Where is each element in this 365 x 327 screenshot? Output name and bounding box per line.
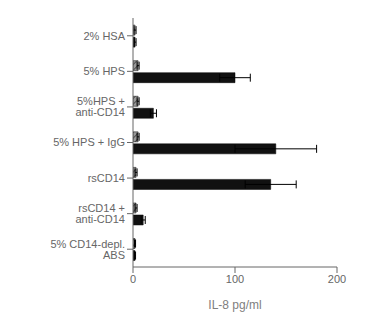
svg-text:5% HPS + IgG: 5% HPS + IgG (53, 136, 125, 148)
svg-text:100: 100 (226, 273, 244, 285)
svg-text:2% HSA: 2% HSA (83, 30, 125, 42)
svg-text:5% HPS: 5% HPS (83, 65, 125, 77)
svg-text:IL-8 pg/ml: IL-8 pg/ml (208, 298, 261, 312)
svg-text:rsCD14: rsCD14 (88, 172, 125, 184)
svg-text:200: 200 (328, 273, 346, 285)
svg-text:5%HPS +anti-CD14: 5%HPS +anti-CD14 (75, 95, 125, 118)
svg-text:0: 0 (130, 273, 136, 285)
svg-text:5% CD14-depl.ABS: 5% CD14-depl.ABS (50, 238, 125, 261)
svg-text:rsCD14 +anti-CD14: rsCD14 +anti-CD14 (75, 202, 125, 225)
